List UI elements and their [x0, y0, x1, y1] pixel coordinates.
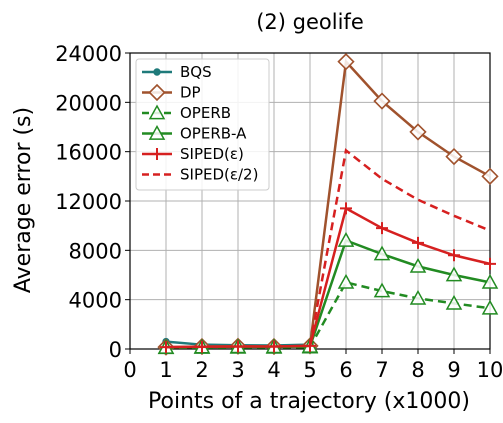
data-point — [373, 92, 391, 110]
data-point — [337, 273, 355, 289]
y-tick-label: 24000 — [55, 42, 122, 66]
legend-item: DP — [142, 84, 201, 102]
data-point — [448, 249, 460, 262]
data-point — [409, 257, 427, 273]
x-tick-label: 4 — [267, 358, 280, 382]
data-point — [373, 245, 391, 261]
y-tick-label: 12000 — [55, 190, 122, 214]
data-point — [445, 147, 463, 166]
data-point — [409, 123, 427, 141]
series-line — [165, 238, 491, 349]
data-point — [484, 257, 496, 270]
legend-label: DP — [180, 84, 201, 102]
series-siped-2- — [308, 148, 491, 346]
x-tick-label: 7 — [375, 358, 388, 382]
legend-label: SIPED(ε) — [180, 145, 244, 163]
x-tick-label: 10 — [477, 358, 503, 382]
legend: BQS DP OPERB OPERB-A SIPED(ε) SIPED(ε/2) — [135, 58, 270, 191]
axis-ticks: 0 1 2 3 4 5 6 7 8 9 100400080001200016000200002400… — [55, 42, 503, 382]
series-line — [165, 206, 491, 349]
data-point — [337, 231, 355, 247]
data-point — [481, 167, 499, 185]
y-axis-title: Average error (s) — [11, 107, 36, 293]
data-point — [232, 340, 244, 353]
x-tick-label: 1 — [159, 358, 172, 382]
legend-item: OPERB — [142, 104, 231, 122]
x-tick-label: 9 — [447, 358, 460, 382]
x-tick-label: 3 — [231, 358, 244, 382]
data-point — [148, 83, 166, 102]
y-tick-label: 4000 — [69, 289, 122, 313]
legend-label: OPERB — [180, 104, 231, 122]
legend-label: BQS — [180, 63, 212, 81]
legend-item: SIPED(ε/2) — [142, 166, 258, 184]
data-point — [481, 273, 499, 289]
x-tick-label: 6 — [339, 358, 352, 382]
data-point — [151, 148, 163, 160]
data-point — [445, 294, 463, 310]
series-layer — [157, 53, 499, 356]
legend-label: SIPED(ε/2) — [180, 166, 258, 184]
x-tick-label: 0 — [123, 358, 136, 382]
data-point — [268, 340, 280, 353]
y-tick-label: 16000 — [55, 141, 122, 165]
y-tick-label: 8000 — [69, 239, 122, 263]
x-axis-title: Points of a trajectory (x1000) — [148, 389, 470, 414]
x-tick-label: 2 — [195, 358, 208, 382]
y-tick-label: 20000 — [55, 91, 122, 115]
data-point — [376, 222, 388, 235]
data-point — [481, 299, 499, 315]
legend-item: BQS — [142, 63, 212, 81]
legend-item: OPERB-A — [142, 125, 247, 143]
y-tick-label: 0 — [109, 338, 122, 362]
data-point — [160, 341, 172, 354]
data-point — [409, 289, 427, 305]
data-point — [153, 68, 161, 76]
data-point — [340, 202, 352, 215]
series-line — [308, 148, 491, 346]
data-point — [196, 340, 208, 353]
x-tick-label: 8 — [411, 358, 424, 382]
data-point — [412, 236, 424, 249]
data-point — [148, 124, 166, 140]
legend-item: SIPED(ε) — [142, 145, 244, 163]
legend-label: OPERB-A — [180, 125, 247, 143]
chart-title: (2) geolife — [256, 10, 364, 34]
series-siped- — [160, 202, 496, 354]
data-point — [373, 282, 391, 298]
x-tick-label: 5 — [303, 358, 316, 382]
data-point — [337, 53, 355, 71]
data-point — [148, 104, 166, 120]
data-point — [445, 266, 463, 282]
series-operb — [157, 273, 499, 355]
